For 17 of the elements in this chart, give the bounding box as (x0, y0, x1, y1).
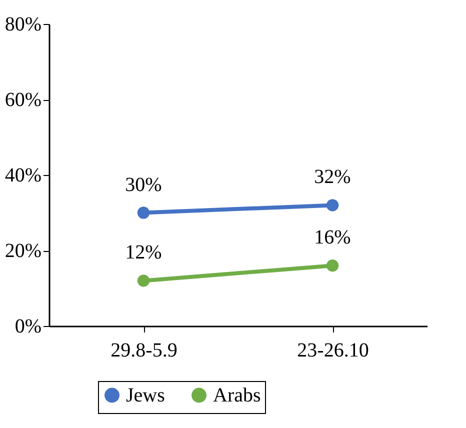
y-tick-label: 0% (14, 316, 42, 338)
point (326, 199, 339, 212)
point (137, 274, 150, 287)
legend-label: Jews (126, 384, 166, 406)
y-tick-label: 20% (4, 240, 42, 262)
y-tick-label: 40% (4, 164, 42, 186)
y-tick-label: 60% (4, 89, 42, 111)
data-label: 30% (125, 174, 162, 196)
x-tick-label: 23-26.10 (297, 340, 369, 362)
point (326, 259, 339, 272)
y-tick-label: 80% (4, 14, 42, 36)
data-label: 12% (125, 242, 162, 264)
data-label: 16% (314, 226, 351, 249)
legend-label: Arabs (213, 384, 261, 406)
x-tick-label: 29.8-5.9 (110, 340, 178, 362)
data-label: 32% (314, 166, 351, 188)
point (137, 206, 150, 219)
